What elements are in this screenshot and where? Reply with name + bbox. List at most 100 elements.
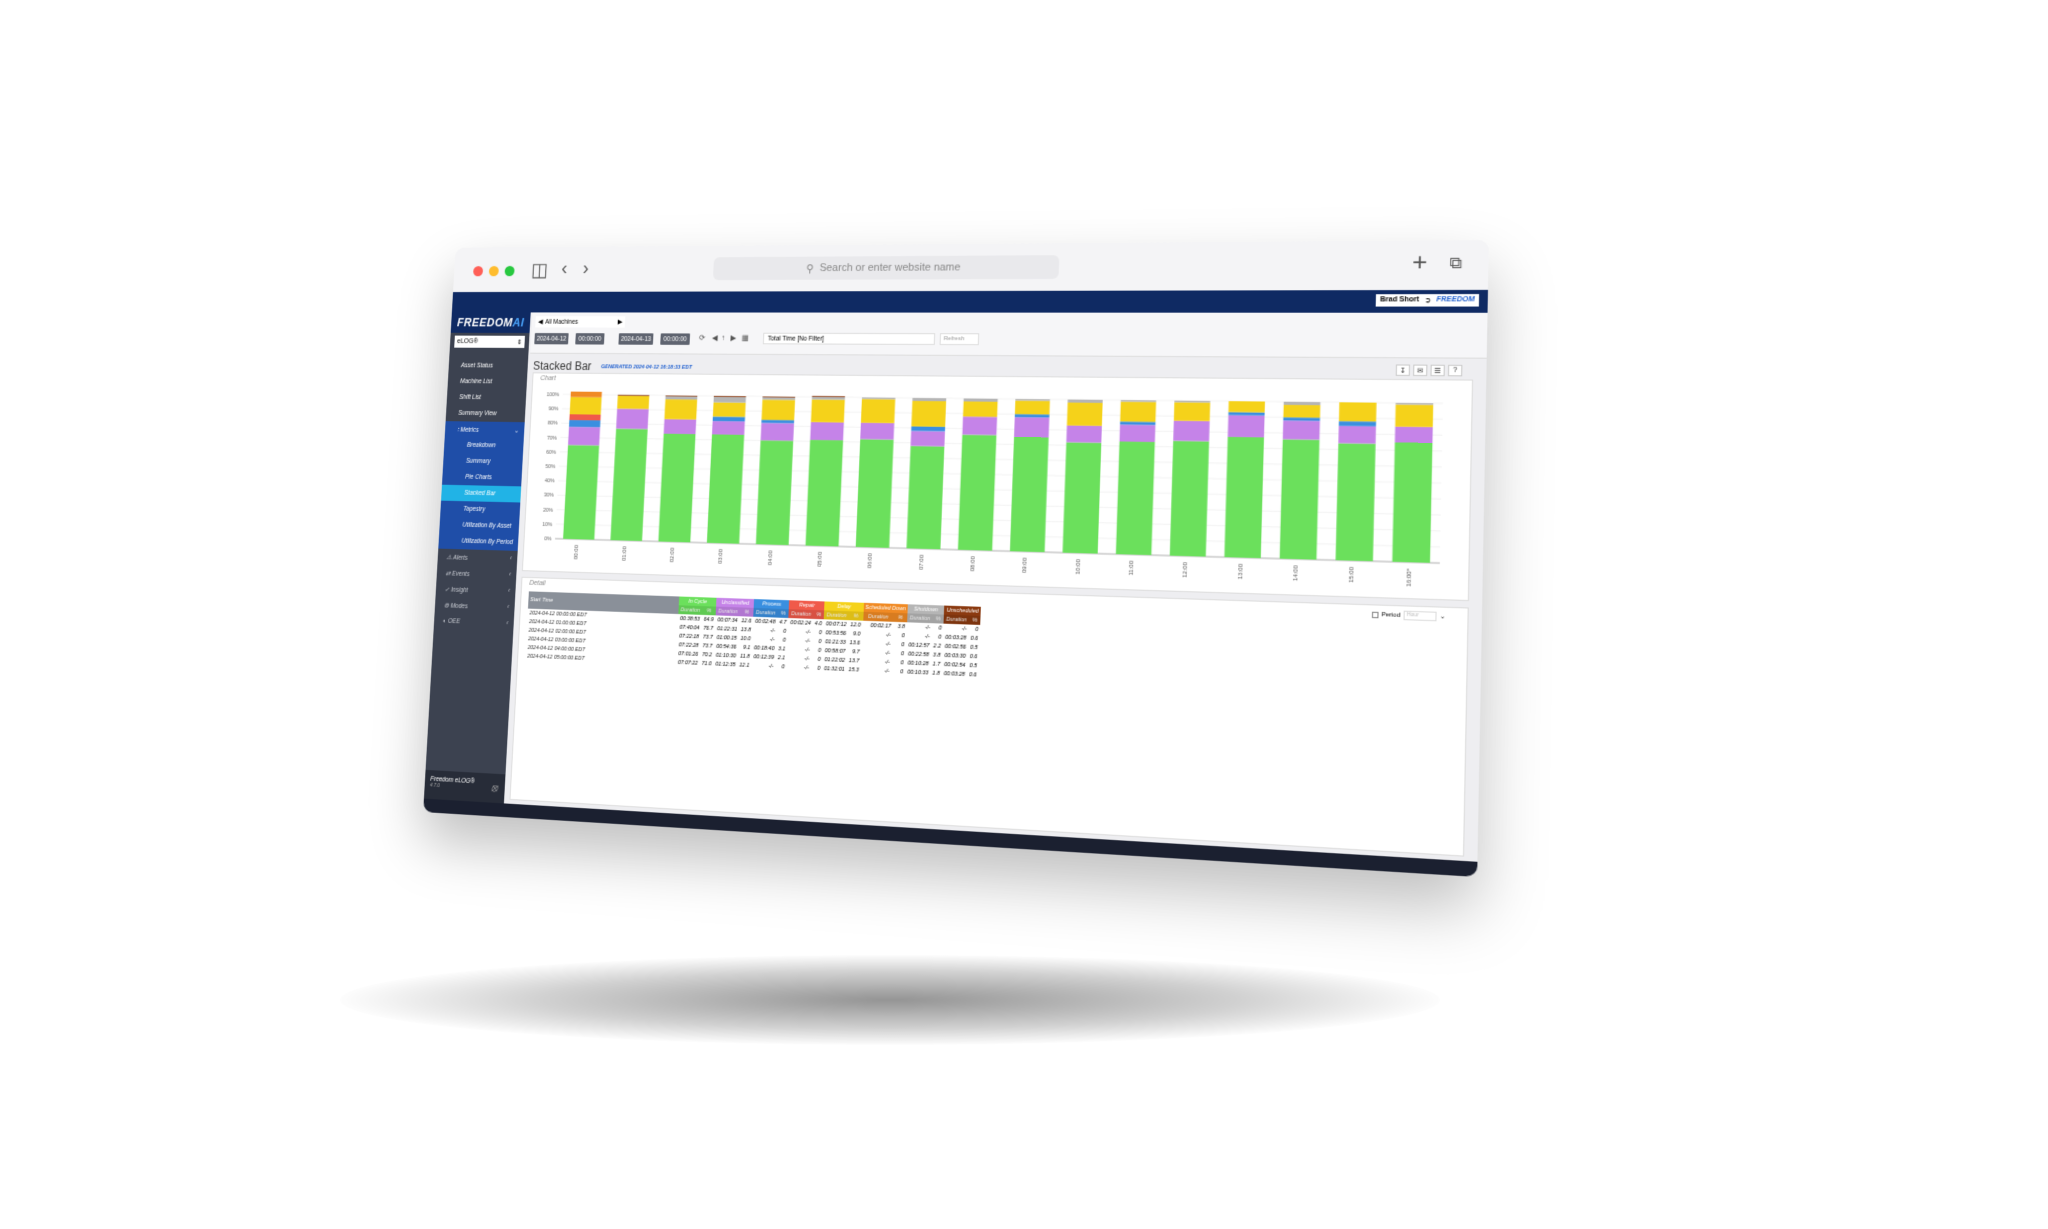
x-tick-label: 03:00 [718, 549, 725, 564]
events-icon: ⇄ [445, 570, 451, 577]
next-icon[interactable]: ▶ [730, 333, 737, 343]
previous-icon[interactable]: ◀ [711, 333, 718, 343]
help-icon[interactable]: ? [1447, 364, 1463, 377]
bar-segment-in-cycle [1224, 436, 1265, 559]
percent-header[interactable]: % [777, 608, 790, 619]
x-tick-label: 07:00 [918, 555, 925, 570]
end-date-input[interactable]: 2024-04-13 [618, 333, 654, 345]
x-tick-label: 16:00* [1406, 568, 1413, 587]
percent-header[interactable]: % [893, 612, 908, 623]
period-checkbox[interactable] [1371, 611, 1379, 618]
page-title: Stacked Bar [532, 359, 592, 373]
bar-segment-shutdown [713, 396, 746, 403]
table-cell: 3.1 [777, 645, 786, 653]
sidebar-group-metrics[interactable]: ∶ Metrics ⌄ [444, 421, 525, 439]
duration-header[interactable]: Duration [824, 610, 850, 621]
address-bar[interactable]: ⚲ Search or enter website name [712, 255, 1060, 281]
percent-header[interactable]: % [812, 609, 825, 620]
user-menu[interactable]: Brad Short ➲ FREEDOM [1375, 294, 1480, 307]
percent-header[interactable]: % [932, 614, 945, 624]
rss-icon[interactable]: ⦻ [490, 782, 498, 795]
zoom-window-button[interactable] [504, 265, 515, 277]
x-tick-label: 04:00 [767, 550, 774, 565]
table-cell: 2.1 [777, 654, 786, 661]
x-tick-label: 08:00 [970, 556, 977, 571]
bar-segment-unclassified [760, 422, 794, 441]
y-tick-label: 90% [548, 406, 558, 412]
end-time-input[interactable]: 00:00:00 [660, 333, 691, 345]
bar-segment-unclassified [712, 421, 745, 435]
sidebar-item-asset-status[interactable]: Asset Status [460, 362, 494, 370]
logout-icon[interactable]: ➲ [1424, 297, 1431, 305]
caret-right-icon: ▶ [617, 319, 623, 326]
email-icon[interactable]: ✉ [1413, 364, 1428, 377]
bar-segment-delay [911, 400, 947, 427]
sidebar-item-tapestry[interactable]: Tapestry [440, 500, 521, 519]
y-tick-label: 80% [548, 421, 558, 427]
percent-header[interactable]: % [968, 615, 981, 625]
period-select[interactable]: Hour [1403, 610, 1437, 622]
app: FREEDOM AI eLOG® ⇕ Asset Status Machine Li… [423, 289, 1488, 862]
y-tick-label: 60% [546, 450, 556, 456]
table-cell: 0 [900, 668, 904, 675]
close-window-button[interactable] [473, 266, 484, 277]
sidebar-item-summary-view[interactable]: Summary View [458, 410, 497, 418]
duration-header[interactable]: Duration [715, 606, 741, 617]
bar-segment-shutdown [665, 396, 698, 400]
bar-segment-delay [712, 402, 746, 417]
duration-header[interactable]: Duration [753, 607, 778, 618]
percent-header[interactable]: % [739, 607, 754, 617]
back-icon[interactable]: ‹ [560, 258, 568, 279]
bar-segment-delay [1338, 402, 1377, 422]
machine-select[interactable]: ◀ All Machines ▶ [535, 316, 626, 328]
table-cell: 01:12:35 [715, 661, 736, 668]
sidebar-group-oee[interactable]: ◐ OEE ‹ [442, 617, 509, 628]
forward-icon[interactable]: › [582, 258, 590, 279]
download-icon[interactable]: ↧ [1395, 364, 1411, 376]
percent-header[interactable]: % [702, 606, 717, 616]
product-select[interactable]: eLOG® ⇕ [454, 335, 525, 348]
duration-header[interactable]: Duration [862, 611, 894, 622]
percent-header[interactable]: % [848, 611, 864, 621]
calendar-icon[interactable]: ▦ [741, 333, 749, 343]
bar-segment-unclassified [910, 430, 945, 447]
tab-overview-icon[interactable]: ⧉ [1449, 254, 1463, 273]
bar-segment-unclassified [962, 416, 998, 436]
search-icon: ⚲ [805, 262, 815, 275]
bar-segment-process [1014, 414, 1050, 418]
sidebar-item-summary[interactable]: Summary [442, 452, 523, 471]
sidebar-item-machine-list[interactable]: Machine List [459, 378, 493, 386]
list-icon[interactable]: ☰ [1430, 364, 1445, 377]
start-date-input[interactable]: 2024-04-12 [534, 333, 569, 345]
bar-segment-scheduled-down [570, 391, 602, 398]
table-cell: 0 [938, 624, 942, 632]
chevron-down-icon[interactable]: ⌄ [1439, 613, 1446, 621]
address-placeholder: Search or enter website name [819, 261, 961, 274]
up-arrow-icon[interactable]: ↑ [721, 333, 726, 343]
sidebar-toggle-icon[interactable]: ◫ [530, 260, 549, 281]
x-tick-label: 15:00 [1349, 567, 1356, 583]
sidebar-item-breakdown[interactable]: Breakdown [443, 436, 524, 455]
bar-segment-delay [1228, 401, 1265, 413]
duration-header[interactable]: Duration [943, 614, 970, 625]
duration-header[interactable]: Duration [678, 605, 703, 615]
modes-icon: ⚙ [443, 602, 450, 610]
sidebar-item-stacked-bar[interactable]: Stacked Bar [441, 484, 522, 503]
bar-segment-unclassified [616, 408, 649, 430]
duration-header[interactable]: Duration [788, 609, 814, 619]
floor-shadow [340, 955, 1440, 1045]
new-tab-icon[interactable]: + [1411, 248, 1428, 277]
bar-segment-in-cycle [563, 444, 600, 540]
bar-segment-delay [1066, 402, 1103, 426]
sidebar-item-shift-list[interactable]: Shift List [458, 394, 482, 401]
duration-header[interactable]: Duration [907, 613, 933, 624]
sync-icon[interactable]: ⟳ [698, 333, 706, 343]
refresh-select[interactable]: Refresh [939, 333, 980, 346]
chart-panel: Chart 0% 10% 20% 30% 40% 50% 60% 70% 80% 90% 100% 0… [521, 372, 1474, 602]
time-filter-select[interactable]: Total Time [No Filter] [762, 332, 936, 345]
table-cell: -/- [803, 664, 810, 671]
start-time-input[interactable]: 00:00:00 [575, 333, 605, 345]
minimize-window-button[interactable] [488, 265, 499, 277]
sidebar-item-pie-charts[interactable]: Pie Charts [441, 468, 523, 487]
detail-label: Detail [529, 579, 546, 588]
